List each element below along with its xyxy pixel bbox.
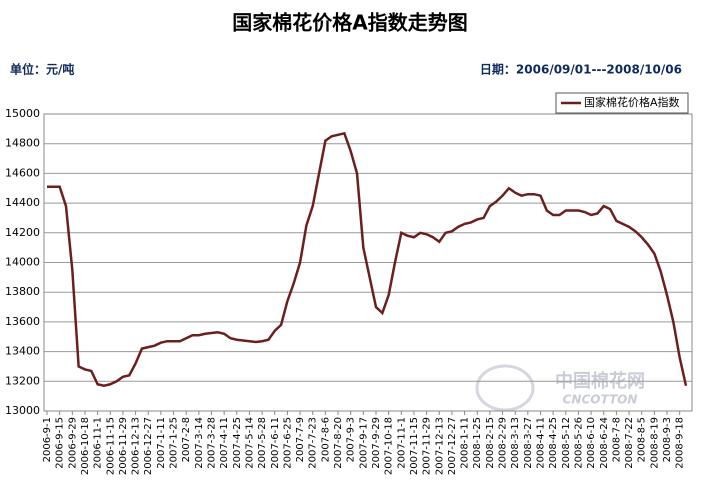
x-tick-label: 2007-12-27 [447, 417, 458, 475]
x-tick-label: 2008-2-29 [498, 417, 509, 469]
series-line [47, 131, 688, 388]
date-range: 日期：2006/09/01---2008/10/06 [480, 62, 682, 77]
legend-label: 国家棉花价格A指数 [584, 95, 680, 109]
x-tick-label: 2007-5-28 [257, 417, 268, 469]
watermark-sub: CNCOTTON [563, 393, 638, 407]
x-tick-label: 2006-11-1 [93, 417, 104, 469]
x-tick-label: 2007-9-17 [358, 417, 369, 469]
x-tick-label: 2008-5-12 [561, 417, 572, 469]
x-tick-label: 2006-11-15 [105, 417, 116, 475]
x-tick-label: 2007-11-29 [422, 417, 433, 475]
y-tick-label: 14200 [5, 226, 40, 239]
y-tick-label: 14000 [5, 256, 40, 269]
x-tick-label: 2007-8-6 [320, 417, 331, 462]
chart-title: 国家棉花价格A指数走势图 [232, 11, 467, 35]
x-tick-label: 2007-6-11 [270, 417, 281, 469]
x-tick-label: 2007-9-29 [371, 417, 382, 469]
y-tick-label: 14600 [5, 166, 40, 179]
x-tick-label: 2007-11-15 [409, 417, 420, 475]
x-tick-label: 2008-6-10 [586, 417, 597, 469]
x-tick-label: 2007-6-25 [282, 417, 293, 469]
x-tick-label: 2008-3-27 [523, 417, 534, 469]
x-tick-label: 2008-5-26 [573, 417, 584, 469]
y-tick-label: 15000 [5, 107, 40, 120]
y-tick-label: 13000 [5, 404, 40, 417]
x-tick-label: 2007-11-1 [396, 417, 407, 469]
x-tick-label: 2008-2-15 [485, 417, 496, 469]
y-tick-label: 14400 [5, 196, 40, 209]
x-tick-label: 2008-4-25 [548, 417, 559, 469]
plot-border [43, 113, 693, 412]
x-tick-label: 2008-9-3 [662, 417, 673, 462]
x-tick-label: 2008-7-22 [624, 417, 635, 469]
y-tick-label: 13600 [5, 315, 40, 328]
x-tick-label: 2008-1-11 [460, 417, 471, 469]
x-tick-label: 2008-6-24 [599, 417, 610, 469]
x-tick-label: 2007-3-28 [206, 417, 217, 469]
x-tick-label: 2007-7-9 [295, 417, 306, 462]
y-tick-label: 13400 [5, 345, 40, 358]
x-tick-label: 2008-8-19 [649, 417, 660, 469]
x-tick-label: 2006-9-1 [42, 417, 53, 462]
x-tick-label: 2007-5-14 [244, 417, 255, 469]
x-tick-label: 2007-2-8 [181, 417, 192, 462]
y-tick-label: 13200 [5, 374, 40, 387]
x-tick-label: 2007-9-3 [346, 417, 357, 462]
x-tick-label: 2006-12-13 [131, 417, 142, 475]
watermark-logo [475, 364, 535, 412]
x-tick-label: 2008-7-8 [611, 417, 622, 462]
x-tick-label: 2006-12-27 [143, 417, 154, 475]
x-tick-label: 2006-11-29 [118, 417, 129, 475]
x-tick-label: 2006-9-15 [55, 417, 66, 469]
legend-box [555, 92, 689, 114]
y-tick-label: 13800 [5, 285, 40, 298]
x-tick-label: 2007-1-11 [156, 417, 167, 469]
x-tick-label: 2008-1-25 [472, 417, 483, 469]
x-tick-label: 2007-4-11 [219, 417, 230, 469]
x-tick-label: 2008-4-11 [535, 417, 546, 469]
x-tick-label: 2007-10-18 [384, 417, 395, 475]
x-tick-label: 2007-12-13 [434, 417, 445, 475]
x-tick-label: 2007-8-20 [333, 417, 344, 469]
x-tick-label: 2008-8-5 [637, 417, 648, 462]
x-tick-label: 2008-3-13 [510, 417, 521, 469]
x-tick-label: 2007-1-25 [169, 417, 180, 469]
x-tick-label: 2007-7-23 [308, 417, 319, 469]
x-tick-label: 2007-3-14 [194, 417, 205, 469]
x-tick-label: 2006-10-18 [80, 417, 91, 475]
y-tick-label: 14800 [5, 137, 40, 150]
x-tick-label: 2006-9-29 [67, 417, 78, 469]
unit-label: 单位：元/吨 [10, 62, 74, 77]
x-tick-label: 2007-4-25 [232, 417, 243, 469]
x-tick-label: 2008-9-18 [675, 417, 686, 469]
